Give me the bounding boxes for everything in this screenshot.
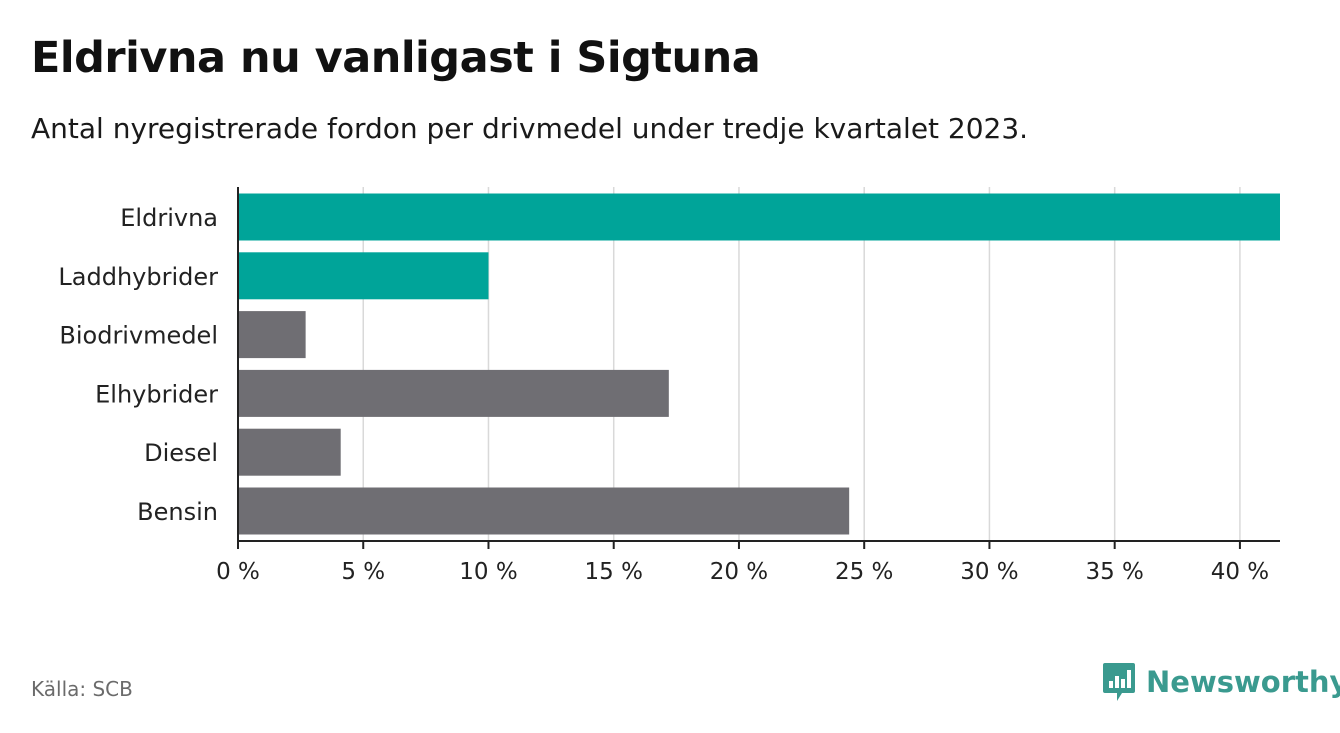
brand-logo: Newsworthy — [1102, 661, 1340, 703]
category-label: Elhybrider — [95, 380, 218, 408]
x-tick-label: 40 % — [1211, 559, 1269, 585]
gridlines — [362, 187, 1241, 541]
bar-eldrivna — [238, 193, 1280, 241]
bar-diesel — [238, 428, 341, 476]
x-tick-label: 10 % — [459, 559, 517, 585]
brand-name: Newsworthy — [1146, 665, 1340, 699]
category-label: Eldrivna — [120, 204, 218, 232]
bar-elhybrider — [238, 369, 669, 417]
bar-chart: 0 % 5 % 10 % 15 % 20 % 25 % 30 % 35 % 40 % Eldri… — [58, 187, 1280, 585]
chart-subtitle: Antal nyregistrerade fordon per drivmede… — [31, 112, 1029, 145]
x-tick-label: 35 % — [1085, 559, 1143, 585]
category-label: Laddhybrider — [58, 263, 218, 291]
x-tick-label: 15 % — [585, 559, 643, 585]
x-tick-label: 25 % — [835, 559, 893, 585]
newsworthy-logo-icon — [1103, 663, 1135, 701]
chart-title: Eldrivna nu vanligast i Sigtuna — [31, 33, 761, 83]
source-note: Källa: SCB — [31, 677, 133, 701]
category-label: Bensin — [137, 498, 218, 526]
category-label: Biodrivmedel — [59, 322, 218, 350]
x-tick-label: 20 % — [710, 559, 768, 585]
category-labels: Eldrivna Laddhybrider Biodrivmedel Elhybrid… — [58, 204, 218, 526]
bar-laddhybrider — [238, 252, 489, 300]
bar-biodrivmedel — [238, 311, 306, 359]
category-label: Diesel — [144, 439, 218, 467]
x-tick-label: 30 % — [960, 559, 1018, 585]
x-tick-label: 5 % — [341, 559, 385, 585]
x-tick-label: 0 % — [216, 559, 260, 585]
bar-bensin — [238, 487, 850, 535]
x-axis: 0 % 5 % 10 % 15 % 20 % 25 % 30 % 35 % 40 % — [216, 187, 1280, 585]
bars — [238, 193, 1280, 535]
